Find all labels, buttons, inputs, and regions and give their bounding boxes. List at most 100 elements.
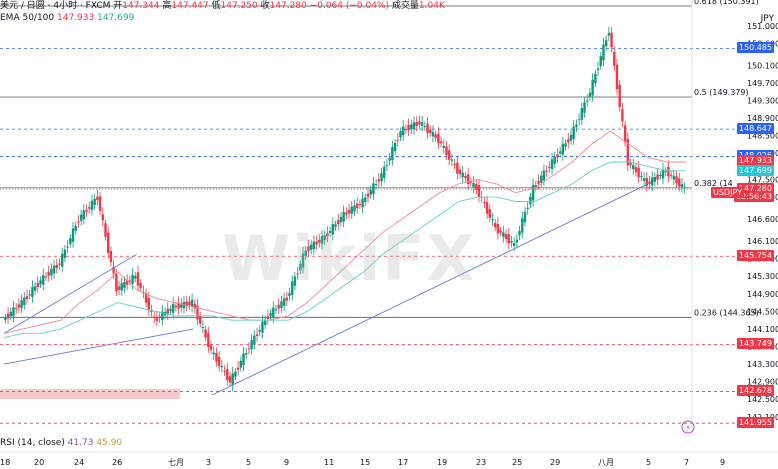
y-tick-label: 150.100: [747, 61, 778, 70]
candle-body: [604, 40, 608, 47]
candle-body: [161, 311, 164, 321]
candle-body: [282, 298, 286, 307]
candle-body: [626, 139, 630, 166]
symbol-label: 美元 / 日圆 · 4小时 · FXCM: [0, 1, 111, 11]
candle-body: [207, 333, 210, 348]
candle-body: [456, 162, 459, 174]
candle-body: [28, 294, 31, 296]
candle-body: [469, 181, 473, 183]
candle-body: [150, 310, 153, 312]
candle-body: [667, 166, 670, 177]
candle-body: [588, 92, 592, 97]
x-tick-label: 3: [206, 458, 211, 467]
candle-body: [640, 176, 643, 178]
x-tick-label: 17: [398, 458, 408, 467]
candle-body: [9, 311, 12, 317]
high-value: 147.447: [171, 1, 209, 11]
axis-unit: JPY: [760, 14, 774, 24]
ema50-line: [3, 130, 686, 334]
candle-body: [404, 128, 408, 130]
candle-body: [642, 178, 646, 181]
candle-body: [618, 84, 621, 108]
candle-body: [263, 319, 267, 326]
header-ohlc: 美元 / 日圆 · 4小时 · FXCM 开147.344 高147.447 低…: [0, 1, 445, 12]
candle-body: [291, 281, 294, 295]
candle-body: [623, 125, 627, 143]
candle-body: [391, 147, 394, 161]
candle-body: [77, 221, 80, 223]
candle-body: [274, 309, 278, 311]
candle-body: [361, 198, 364, 208]
candle-body: [458, 169, 462, 175]
candle-body: [632, 165, 635, 170]
candle-body: [74, 226, 77, 231]
x-tick-label: 18: [0, 458, 10, 467]
fib-label-3: 0.618 (150.391): [694, 0, 759, 6]
candle-body: [499, 230, 502, 233]
candle-body: [650, 177, 654, 186]
candle-body: [472, 182, 475, 188]
candle-body: [250, 339, 253, 350]
fib-label-0: 0.5 (149.379): [694, 88, 749, 97]
candle-body: [364, 197, 367, 202]
y-tick-label: 146.600: [747, 215, 778, 224]
price-tag-6: 02:56:43: [734, 191, 774, 203]
lightning-icon: ⚡: [685, 424, 691, 434]
candle-body: [331, 224, 335, 235]
candle-body: [475, 183, 478, 190]
symbol-price-tag: USDJPY: [711, 186, 744, 198]
ema-label: EMA 50/100: [0, 13, 55, 23]
candle-body: [683, 187, 686, 189]
candle-body: [423, 126, 427, 128]
candle-body: [634, 167, 638, 173]
change-value: −0.064 (−0.04%): [309, 1, 390, 11]
candle-body: [177, 302, 180, 309]
candle-body: [510, 241, 513, 243]
candle-body: [377, 179, 381, 182]
candle-body: [645, 178, 648, 187]
candle-body: [596, 68, 600, 71]
candle-body: [299, 263, 302, 271]
candle-body: [139, 283, 142, 289]
candle-body: [542, 170, 546, 181]
x-tick-label: 7: [684, 458, 689, 467]
candle-body: [447, 150, 451, 160]
candle-body: [217, 356, 221, 367]
candle-body: [223, 370, 226, 372]
candle-body: [31, 286, 34, 297]
candle-body: [55, 264, 58, 268]
y-tick-label: 147.500: [747, 176, 778, 185]
candle-body: [17, 304, 21, 308]
candle-body: [383, 166, 386, 178]
candle-body: [79, 214, 83, 221]
candle-body: [258, 330, 261, 332]
y-tick-label: 144.500: [747, 307, 778, 316]
x-tick-label: 5: [646, 458, 651, 467]
candle-body: [326, 232, 329, 237]
candle-body: [318, 239, 321, 243]
candle-body: [136, 272, 140, 286]
y-tick-label: 144.900: [747, 290, 778, 299]
candle-body: [553, 156, 556, 164]
x-tick-label: 11: [324, 458, 334, 467]
candle-body: [548, 166, 551, 168]
candle-body: [155, 316, 159, 321]
candle-body: [180, 303, 183, 308]
candle-body: [648, 181, 651, 185]
candle-body: [144, 293, 148, 303]
candle-body: [450, 159, 454, 161]
candle-body: [342, 211, 345, 222]
candle-body: [288, 292, 291, 297]
close-value: 147.280: [269, 1, 307, 11]
wikifx-watermark: WikiFX: [222, 222, 477, 295]
candle-body: [607, 32, 611, 36]
candle-body: [550, 159, 554, 169]
candle-body: [540, 175, 543, 183]
candle-body: [399, 131, 402, 138]
candle-body: [117, 286, 121, 290]
candle-body: [345, 212, 348, 215]
candle-body: [96, 196, 99, 201]
candle-body: [171, 303, 175, 313]
candle-body: [366, 193, 370, 198]
